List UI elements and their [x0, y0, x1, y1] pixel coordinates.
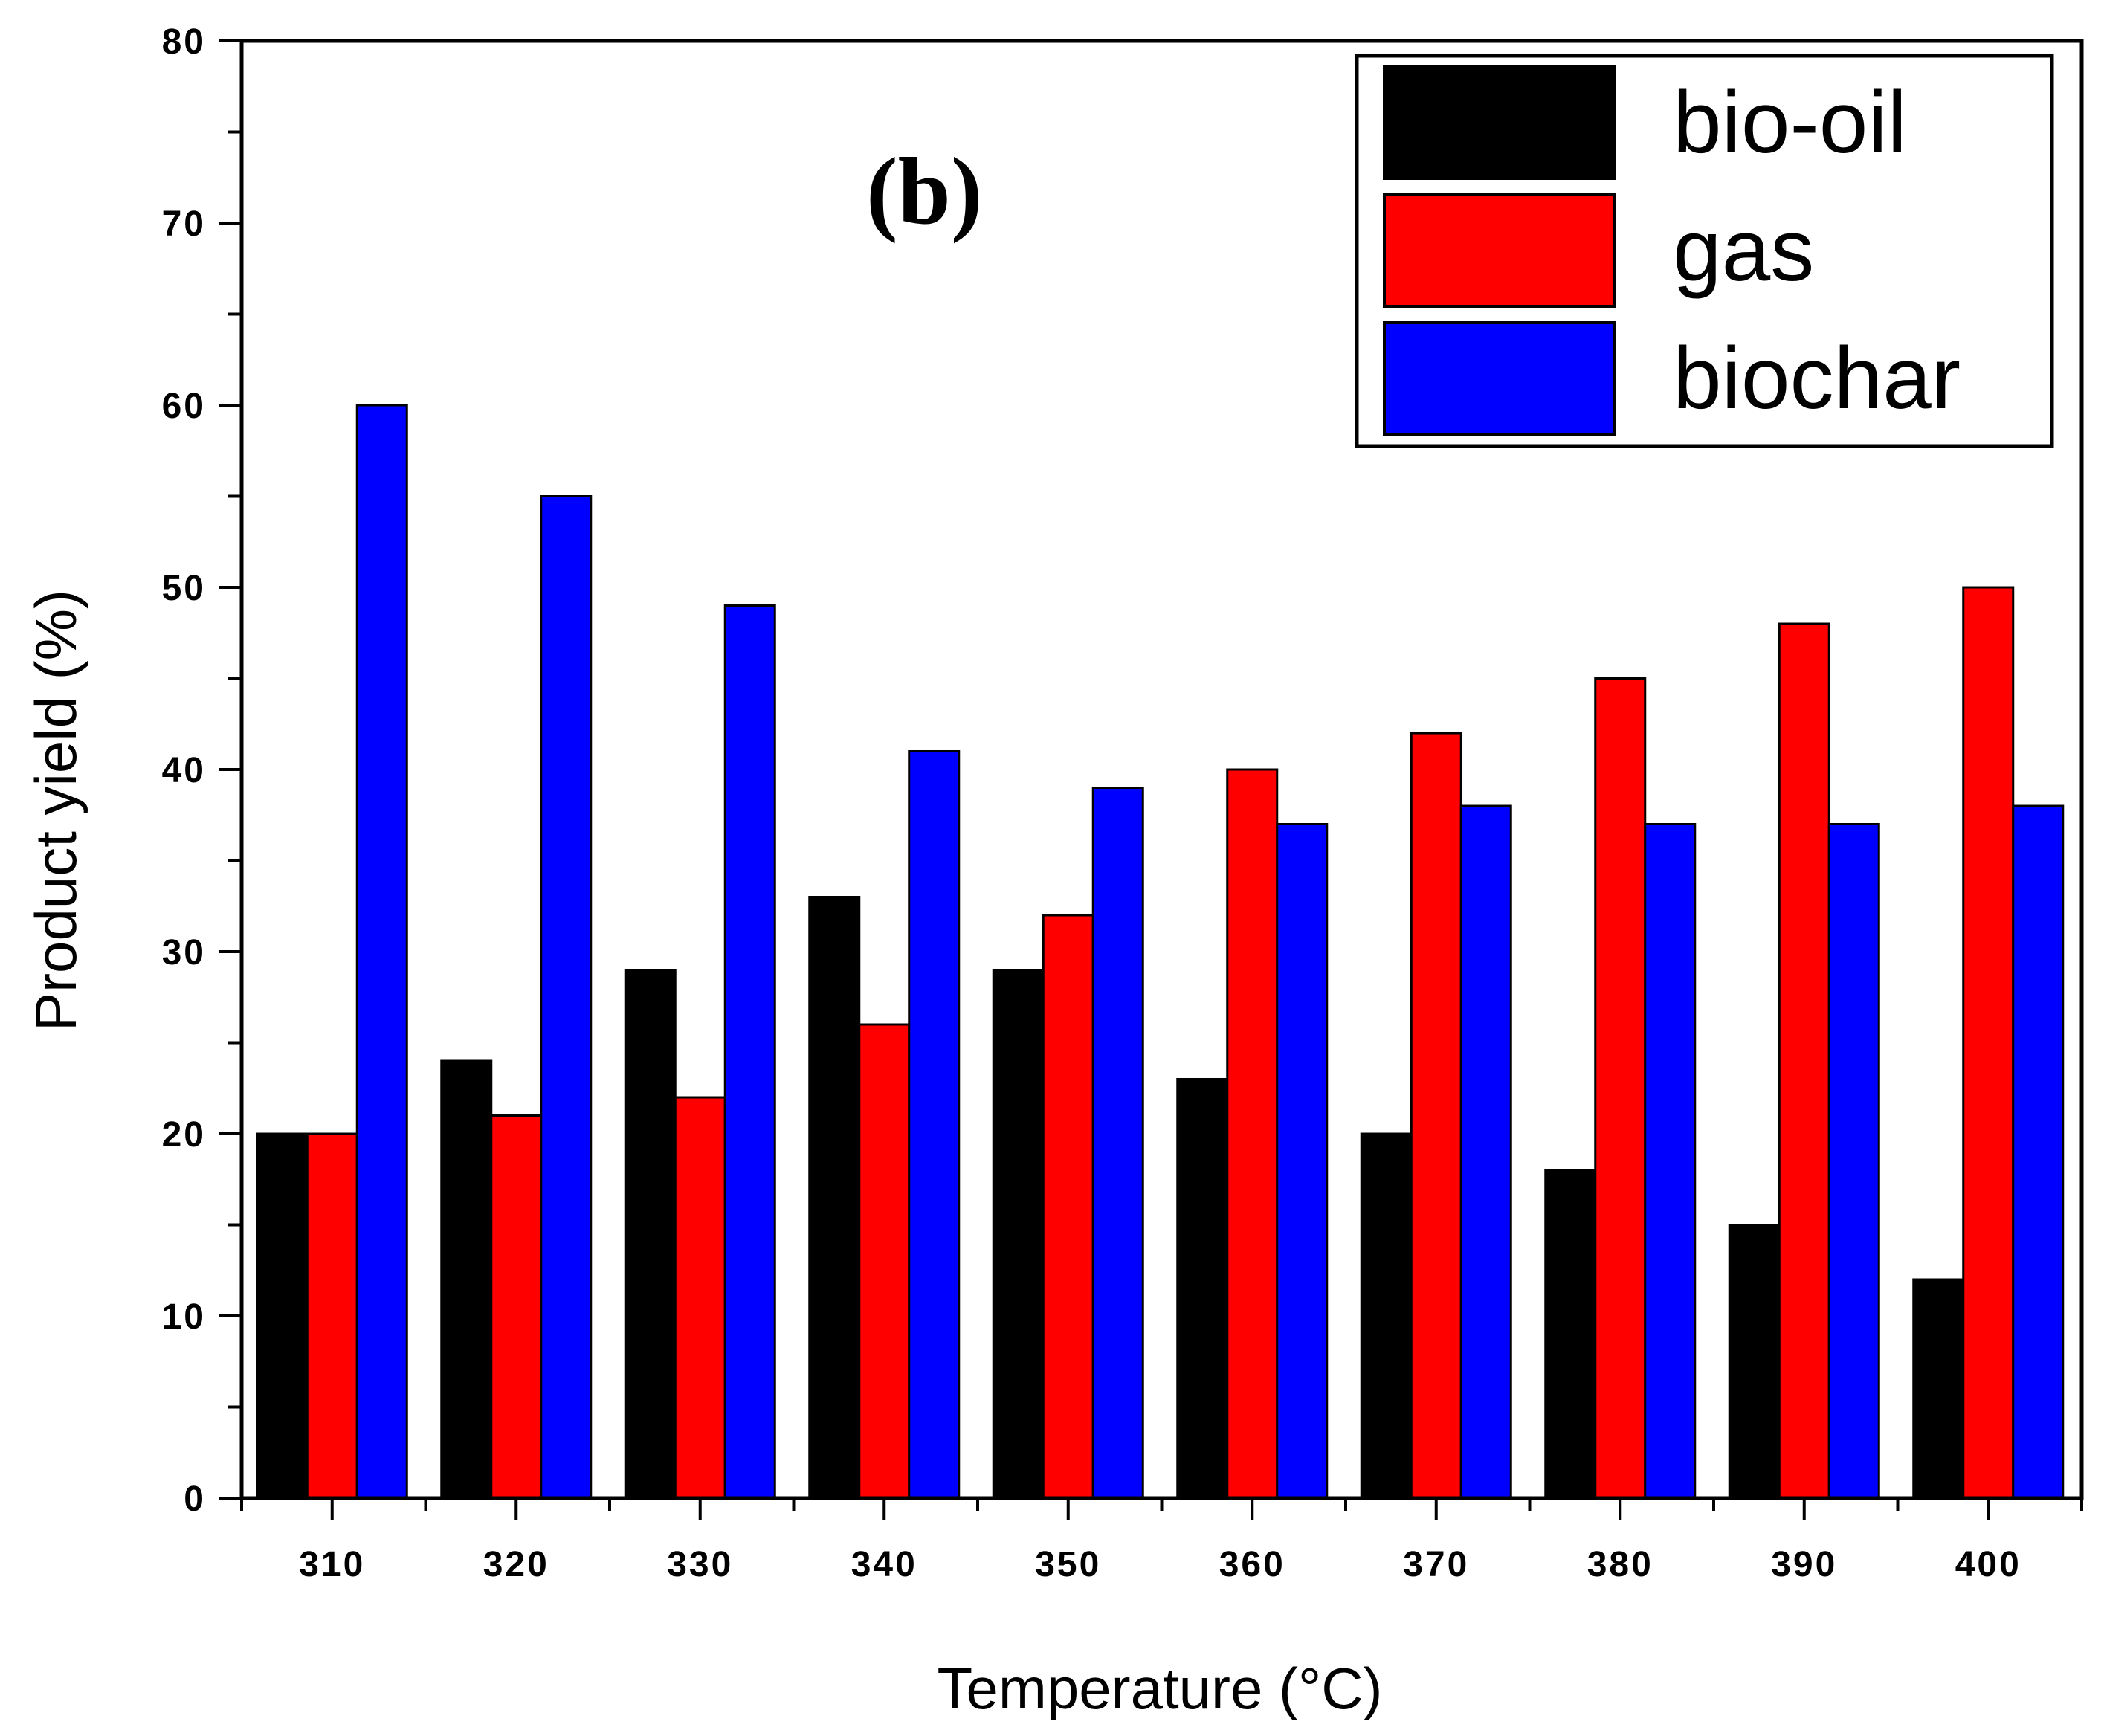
- bar-bio-oil-400: [1912, 1278, 1965, 1500]
- bar-gas-370: [1410, 732, 1462, 1500]
- x-axis-title: Temperature (°C): [937, 1656, 1382, 1721]
- bar-biochar-380: [1644, 823, 1697, 1500]
- legend: bio-oil gas biochar: [1355, 54, 2054, 448]
- y-tick-label: 30: [162, 933, 206, 972]
- bar-group-370: [1360, 732, 1512, 1500]
- bar-group-320: [440, 495, 593, 1500]
- x-tick-label: 380: [1587, 1545, 1653, 1584]
- bar-gas-360: [1226, 768, 1279, 1500]
- bar-gas-320: [490, 1114, 543, 1500]
- bar-gas-340: [858, 1023, 911, 1500]
- legend-label-gas: gas: [1673, 201, 1814, 300]
- bar-group-390: [1728, 622, 1880, 1500]
- bar-bio-oil-340: [808, 896, 861, 1500]
- bar-biochar-360: [1276, 823, 1329, 1500]
- bar-group-330: [624, 604, 776, 1500]
- bar-biochar-320: [540, 495, 593, 1500]
- legend-swatch-gas: [1383, 193, 1616, 308]
- y-tick-label: 0: [184, 1480, 206, 1519]
- x-tick-label: 390: [1771, 1545, 1837, 1584]
- y-tick-label: 60: [162, 387, 206, 426]
- bar-biochar-310: [355, 404, 408, 1500]
- bar-groups: [256, 404, 2065, 1500]
- bar-group-360: [1176, 768, 1329, 1500]
- bar-group-380: [1544, 677, 1697, 1500]
- y-axis-title: Product yield (%): [23, 590, 88, 1031]
- bar-bio-oil-390: [1728, 1224, 1781, 1500]
- bar-biochar-390: [1827, 823, 1880, 1500]
- bar-biochar-400: [2012, 804, 2065, 1500]
- bar-biochar-350: [1091, 787, 1144, 1500]
- y-tick-label: 50: [162, 569, 206, 608]
- bar-gas-330: [674, 1096, 726, 1500]
- legend-label-biochar: biochar: [1673, 329, 1961, 427]
- x-tick-label: 360: [1219, 1545, 1285, 1584]
- x-tick-label: 310: [299, 1545, 365, 1584]
- legend-swatch-bio-oil: [1383, 65, 1616, 180]
- bar-biochar-330: [723, 604, 776, 1500]
- bar-bio-oil-380: [1544, 1169, 1597, 1500]
- y-tick-label: 80: [162, 22, 206, 62]
- bar-bio-oil-320: [440, 1059, 493, 1500]
- bar-bio-oil-330: [624, 969, 677, 1500]
- x-tick-label: 330: [667, 1545, 733, 1584]
- bar-group-400: [1912, 586, 2065, 1500]
- bar-biochar-340: [908, 750, 961, 1500]
- bar-gas-310: [306, 1132, 358, 1500]
- panel-label: (b): [866, 138, 982, 244]
- legend-items: bio-oil gas biochar: [1383, 65, 1961, 436]
- legend-swatch-biochar: [1383, 321, 1616, 436]
- bar-group-340: [808, 750, 961, 1500]
- x-tick-label: 340: [851, 1545, 917, 1584]
- x-axis-ticks: 310 320 330 340 350 360 370 380 390 400: [240, 1498, 2083, 1584]
- y-tick-label: 10: [162, 1297, 206, 1337]
- bar-gas-400: [1962, 586, 2015, 1500]
- bar-gas-390: [1778, 622, 1830, 1500]
- bar-bio-oil-360: [1176, 1078, 1229, 1500]
- x-tick-label: 370: [1403, 1545, 1469, 1584]
- plot-area-frame: [239, 39, 2084, 1500]
- legend-label-bio-oil: bio-oil: [1673, 74, 1907, 172]
- y-tick-label: 40: [162, 751, 206, 790]
- bar-bio-oil-370: [1360, 1132, 1413, 1500]
- bar-gas-380: [1594, 677, 1647, 1500]
- bar-group-350: [992, 787, 1144, 1500]
- y-tick-label: 70: [162, 204, 206, 244]
- bar-bio-oil-310: [256, 1132, 309, 1500]
- x-tick-label: 320: [483, 1545, 549, 1584]
- x-tick-label: 350: [1035, 1545, 1101, 1584]
- bar-biochar-370: [1459, 804, 1512, 1500]
- y-tick-label: 20: [162, 1115, 206, 1155]
- bar-bio-oil-350: [992, 969, 1045, 1500]
- y-axis-ticks: 0 10 20 30 40 50 60 70 80: [162, 22, 242, 1519]
- bar-gas-350: [1042, 914, 1094, 1500]
- bar-group-310: [256, 404, 408, 1500]
- x-tick-label: 400: [1955, 1545, 2021, 1584]
